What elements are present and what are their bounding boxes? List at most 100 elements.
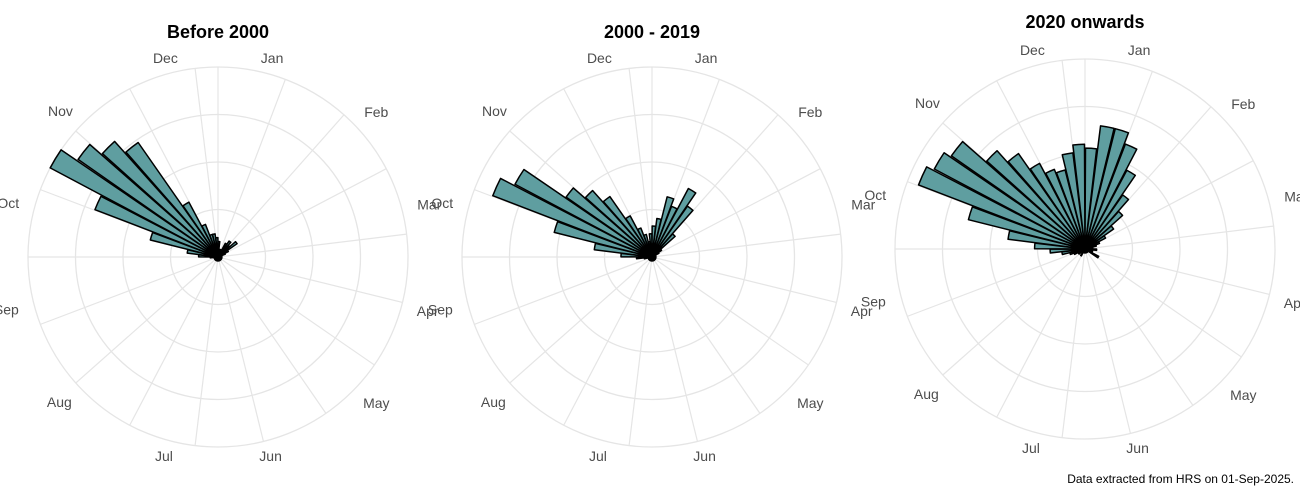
grid-spoke — [217, 114, 345, 258]
month-label-jun: Jun — [693, 448, 716, 464]
grid-spoke — [651, 256, 761, 414]
grid-spoke — [563, 256, 653, 426]
grid-spoke — [1061, 248, 1086, 438]
month-label-may: May — [1230, 387, 1256, 403]
polar-grid — [27, 66, 409, 448]
bars — [492, 168, 697, 262]
month-label-jun: Jun — [259, 448, 282, 464]
month-label-dec: Dec — [153, 50, 178, 66]
grid-spoke — [129, 256, 219, 426]
month-label-mar: Mar — [851, 197, 875, 213]
bar-week-23 — [636, 227, 653, 258]
grid-spoke — [651, 168, 821, 258]
bar-week-19 — [565, 187, 653, 258]
month-label-feb: Feb — [1231, 96, 1255, 112]
bar-week-18 — [514, 168, 653, 258]
bar-week-21 — [125, 141, 219, 258]
grid-spoke — [1084, 248, 1270, 296]
bar-week-20 — [985, 149, 1086, 250]
bar-week-20 — [584, 189, 653, 258]
bar-week-21 — [1007, 152, 1086, 250]
grid-spoke — [194, 68, 219, 258]
grid-spoke — [40, 256, 219, 325]
grid-spoke — [217, 168, 387, 258]
grid-spoke — [1084, 248, 1242, 358]
grid-spoke — [217, 233, 407, 258]
grid-spoke — [75, 256, 219, 384]
bar-week-32 — [1084, 194, 1130, 250]
bar-week-22 — [625, 215, 653, 258]
bars — [49, 140, 238, 262]
month-label-sep: Sep — [861, 294, 886, 310]
month-labels: Jan Feb Mar Apr May Jun Jul Aug Sep Oct Nov Dec — [0, 50, 442, 464]
bar-week-33 — [1084, 210, 1124, 250]
month-label-jan: Jan — [261, 50, 284, 66]
month-label-dec: Dec — [587, 50, 612, 66]
bar-week-17 — [492, 177, 653, 258]
grid-spoke — [1084, 225, 1274, 250]
grid-spoke — [996, 248, 1086, 418]
month-label-aug: Aug — [47, 394, 72, 410]
bar-week-19 — [77, 143, 219, 258]
data-source-note: Data extracted from HRS on 01-Sep-2025. — [1067, 472, 1294, 486]
panel-2: 2000 - 2019 Jan Feb Mar Apr May Jun Jul Aug Sep Oc… — [428, 22, 876, 464]
month-label-sep: Sep — [428, 302, 453, 318]
month-label-jul: Jul — [589, 448, 607, 464]
month-label-nov: Nov — [915, 95, 940, 111]
month-label-nov: Nov — [482, 103, 507, 119]
bar-week-31 — [651, 187, 697, 258]
month-label-jan: Jan — [695, 50, 718, 66]
month-label-oct: Oct — [864, 187, 886, 203]
bar-week-31 — [1084, 169, 1137, 250]
bar-week-18 — [49, 149, 219, 258]
month-label-jul: Jul — [1022, 440, 1040, 456]
grid-spoke — [217, 256, 265, 442]
panel-title: 2020 onwards — [1025, 12, 1144, 32]
bar-week-26 — [1072, 143, 1086, 250]
bar-week-17 — [94, 195, 219, 258]
month-label-dec: Dec — [1020, 42, 1045, 58]
month-label-nov: Nov — [48, 103, 73, 119]
month-label-aug: Aug — [481, 394, 506, 410]
bar-week-22 — [1029, 162, 1086, 250]
bar-week-23 — [201, 223, 219, 258]
bar-week-19 — [950, 140, 1086, 250]
month-label-feb: Feb — [364, 104, 388, 120]
month-label-apr: Apr — [417, 303, 439, 319]
bars — [917, 125, 1138, 259]
panel-title: Before 2000 — [167, 22, 269, 42]
grid-spoke — [217, 256, 375, 366]
month-label-jun: Jun — [1126, 440, 1149, 456]
grid-spoke — [1084, 248, 1194, 406]
month-label-apr: Apr — [851, 303, 873, 319]
month-label-may: May — [363, 395, 389, 411]
grid-spoke — [1084, 160, 1254, 250]
grid-spoke — [194, 256, 219, 446]
bar-week-32 — [651, 205, 694, 258]
grid-spoke — [1084, 248, 1132, 434]
month-label-apr: Apr — [1284, 295, 1300, 311]
bar-week-24 — [1055, 169, 1086, 250]
month-label-aug: Aug — [914, 386, 939, 402]
panel-1: Before 2000 Jan Feb Mar Apr May Jun Jul Aug Sep Oc… — [0, 22, 442, 464]
month-labels: Jan Feb Mar Apr May Jun Jul Aug Sep Oct Nov Dec — [428, 50, 876, 464]
bar-week-21 — [602, 195, 653, 258]
grid-spoke — [651, 256, 699, 442]
grid-spoke — [628, 68, 653, 258]
month-label-mar: Mar — [1284, 189, 1300, 205]
month-label-may: May — [797, 395, 823, 411]
month-label-mar: Mar — [417, 197, 441, 213]
grid-spoke — [651, 256, 837, 304]
grid-spoke — [628, 256, 653, 446]
grid-spoke — [509, 256, 653, 384]
bar-week-17 — [917, 166, 1086, 250]
month-label-feb: Feb — [798, 104, 822, 120]
month-label-oct: Oct — [431, 195, 453, 211]
bar-week-30 — [1084, 143, 1138, 250]
grid-spoke — [651, 256, 809, 366]
panel-title: 2000 - 2019 — [604, 22, 700, 42]
month-label-oct: Oct — [0, 195, 19, 211]
grid-spoke — [217, 256, 327, 414]
bar-week-22 — [182, 201, 219, 258]
grid-spoke — [651, 233, 841, 258]
